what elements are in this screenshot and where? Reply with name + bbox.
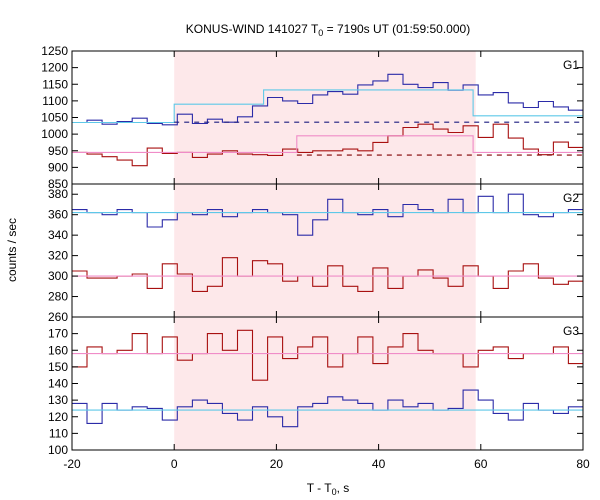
panel-1-y-tick-label-1000: 1000 (41, 127, 68, 141)
panel-1-fit-level-1 (72, 89, 583, 124)
panel-1-label: G1 (563, 58, 579, 72)
x-tick-label--20: -20 (63, 457, 81, 471)
panel-2-label: G2 (563, 191, 579, 205)
panel-2-plot-area (72, 193, 583, 292)
x-tick-label-20: 20 (270, 457, 284, 471)
panel-2-y-tick-label-360: 360 (48, 208, 68, 222)
shaded-interval (174, 51, 476, 450)
panel-3-y-tick-label-140: 140 (48, 377, 68, 391)
panel-1-y-tick-label-1100: 1100 (42, 94, 68, 108)
plot-series-layer (72, 73, 583, 428)
panel-3-plot-area (72, 329, 583, 428)
panel-1-y-tick-label-900: 900 (48, 160, 68, 174)
panel-3-y-tick-label-130: 130 (48, 393, 68, 407)
x-tick-label-40: 40 (372, 457, 386, 471)
x-tick-label-60: 60 (474, 457, 488, 471)
panel-1-series-1-line (72, 73, 583, 126)
x-axis-label: T - T0, s (307, 481, 350, 497)
panel-2-y-tick-label-300: 300 (48, 269, 68, 283)
panel-3-y-tick-label-100: 100 (48, 443, 68, 457)
axes-frame-layer: 850900950100010501100115012001250G126028… (41, 44, 590, 471)
chart-title: KONUS-WIND 141027 T0 = 7190s UT (01:59:5… (186, 22, 470, 38)
shaded-interval-layer (174, 51, 476, 450)
panel-1-y-tick-label-1150: 1150 (42, 77, 68, 91)
panel-3-y-tick-label-150: 150 (48, 360, 68, 374)
panel-1-plot-area (72, 73, 583, 167)
panel-3-y-tick-label-120: 120 (48, 410, 68, 424)
panel-2-y-tick-label-320: 320 (48, 249, 68, 263)
panel-2-y-tick-label-280: 280 (48, 290, 68, 304)
panel-2-y-tick-label-260: 260 (48, 310, 68, 324)
panel-1-y-tick-label-1050: 1050 (41, 111, 68, 125)
x-tick-label-0: 0 (171, 457, 178, 471)
panel-1-fit-level-2 (72, 135, 583, 153)
y-axis-label: counts / sec (5, 218, 19, 282)
panel-2-y-tick-label-380: 380 (48, 187, 68, 201)
panel-1-y-tick-label-850: 850 (48, 177, 68, 191)
panel-2-y-tick-label-340: 340 (48, 228, 68, 242)
panel-1-y-tick-label-950: 950 (48, 144, 68, 158)
panel-1-y-tick-label-1250: 1250 (41, 44, 68, 58)
panel-3-label: G3 (563, 324, 579, 338)
panel-2-series-1-line (72, 193, 583, 236)
x-tick-label-80: 80 (576, 457, 590, 471)
panel-3-y-tick-label-170: 170 (48, 327, 68, 341)
panel-2-series-2-line (72, 257, 583, 292)
panel-3-y-tick-label-160: 160 (48, 343, 68, 357)
panel-3-y-tick-label-110: 110 (49, 426, 68, 440)
panel-1-y-tick-label-1200: 1200 (41, 61, 68, 75)
